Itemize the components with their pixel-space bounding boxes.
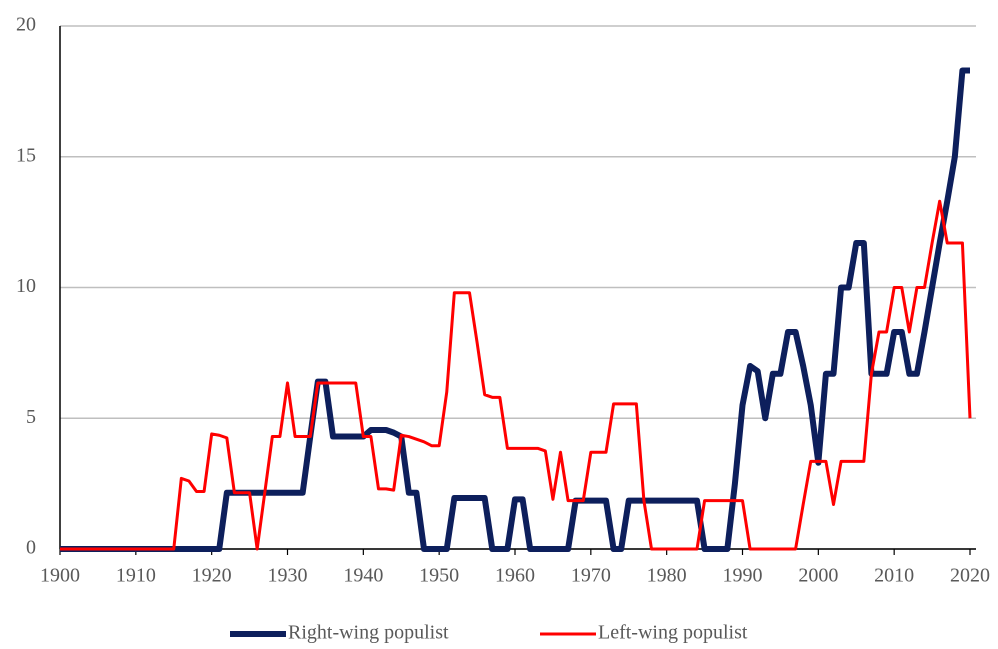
x-tick-label: 2010 <box>874 565 914 587</box>
y-tick-label: 10 <box>16 275 36 297</box>
x-tick-label: 1950 <box>419 565 459 587</box>
x-tick-label: 1930 <box>268 565 308 587</box>
x-tick-label: 1980 <box>647 565 687 587</box>
x-tick-label: 1990 <box>723 565 763 587</box>
y-tick-label: 5 <box>26 406 36 428</box>
y-tick-label: 0 <box>26 537 36 559</box>
series-line <box>60 67 970 552</box>
x-tick-label: 2020 <box>950 565 990 587</box>
y-tick-label: 20 <box>16 14 36 36</box>
x-tick-label: 1970 <box>571 565 611 587</box>
y-tick-label: 15 <box>16 144 36 166</box>
x-tick-label: 1910 <box>116 565 156 587</box>
series-line <box>60 199 972 551</box>
x-tick-label: 2000 <box>798 565 838 587</box>
x-tick-label: 1940 <box>343 565 383 587</box>
x-tick-label: 1900 <box>40 565 80 587</box>
legend-label: Right-wing populist <box>288 622 449 644</box>
legend-label: Left-wing populist <box>598 622 748 644</box>
x-tick-label: 1960 <box>495 565 535 587</box>
x-tick-label: 1920 <box>192 565 232 587</box>
